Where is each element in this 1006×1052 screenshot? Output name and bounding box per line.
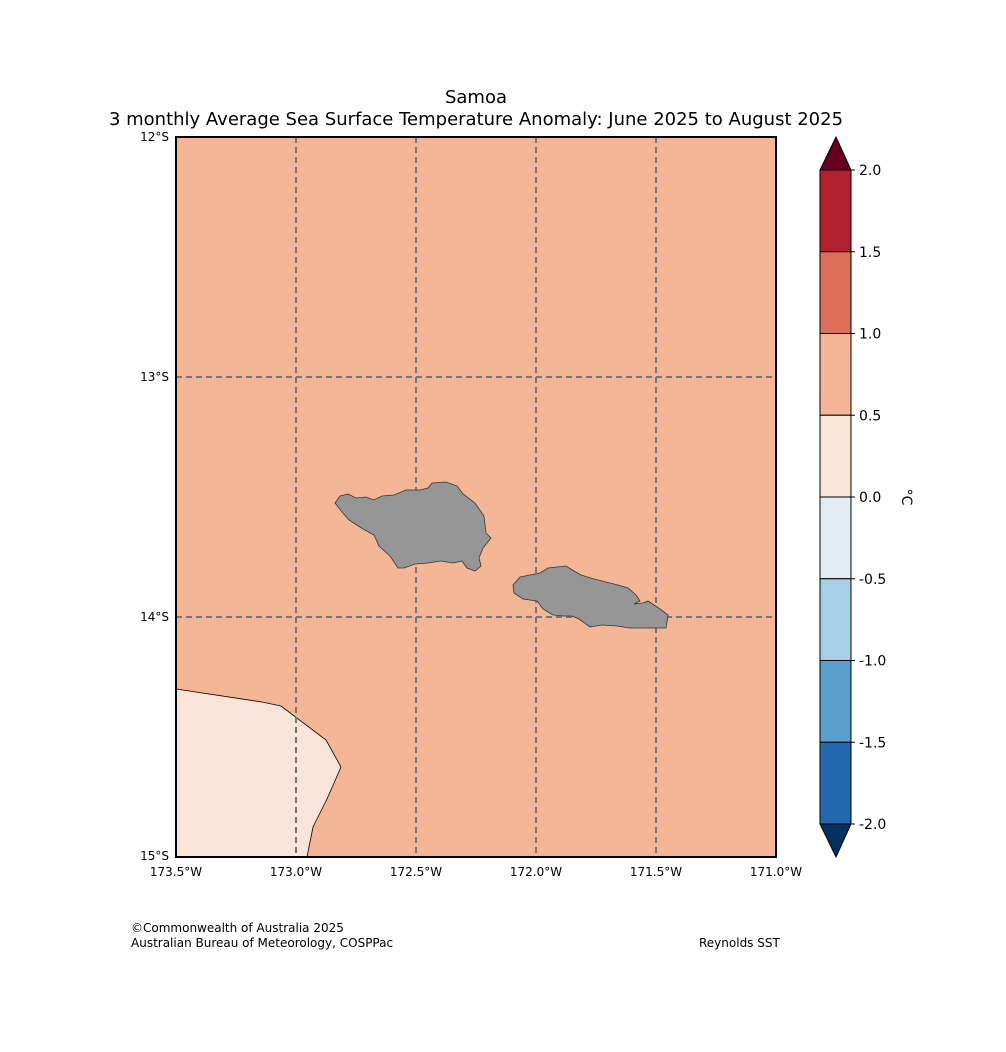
lon-label-172-5w: 172.5°W (390, 865, 442, 879)
longitude-labels: 173.5°W 173.0°W 172.5°W 172.0°W 171.5°W … (150, 865, 802, 879)
colorbar-bin (819, 578, 852, 661)
lat-label-14s: 14°S (140, 610, 169, 624)
lon-label-171-5w: 171.5°W (630, 865, 682, 879)
colorbar-bin (819, 414, 852, 498)
gridlines (176, 137, 776, 857)
lon-label-171-0w: 171.0°W (750, 865, 802, 879)
data-source-text: Reynolds SST (699, 936, 780, 950)
colorbar: 2.0 1.5 1.0 0.5 0.0 -0.5 -1.0 -1.5 -2.0 °C (819, 135, 914, 859)
latitude-labels: 12°S 13°S 14°S 15°S (140, 130, 169, 863)
map-panel (175, 136, 777, 858)
colorbar-bin (819, 660, 852, 743)
colorbar-bin (819, 333, 852, 416)
colorbar-over-triangle (819, 135, 852, 171)
upolu-island-east (512, 565, 669, 629)
lat-label-13s: 13°S (140, 370, 169, 384)
colorbar-unit-label: °C (898, 489, 914, 506)
colorbar-tick-label: 0.5 (859, 408, 881, 424)
colorbar-tick-label: 1.0 (859, 327, 881, 343)
colorbar-tick-label: -2.0 (859, 817, 886, 833)
lat-label-15s: 15°S (140, 849, 169, 863)
lon-label-172-0w: 172.0°W (510, 865, 562, 879)
agency-text: Australian Bureau of Meteorology, COSPPa… (131, 936, 394, 950)
colorbar-bin (819, 169, 852, 253)
colorbar-bin (819, 251, 852, 334)
colorbar-under-triangle (819, 823, 852, 859)
footer-left: ©Commonwealth of Australia 2025 Australi… (131, 921, 393, 951)
colorbar-tick-label: -1.5 (859, 735, 886, 751)
map-frame (175, 136, 777, 858)
lon-label-173-0w: 173.0°W (270, 865, 322, 879)
lat-label-12s: 12°S (140, 130, 169, 144)
colorbar-tick-label: 1.5 (859, 245, 881, 261)
colorbar-tick-label: -1.0 (859, 654, 886, 670)
map-region-title: Samoa (444, 87, 508, 108)
colorbar-tick-label: 0.0 (859, 490, 881, 506)
lon-label-173-5w: 173.5°W (150, 865, 202, 879)
map-title: 3 monthly Average Sea Surface Temperatur… (108, 109, 844, 130)
colorbar-bin (819, 496, 852, 580)
colorbar-tick-labels: 2.0 1.5 1.0 0.5 0.0 -0.5 -1.0 -1.5 -2.0 (851, 163, 886, 833)
colorbar-bin (819, 741, 852, 825)
colorbar-tick-label: 2.0 (859, 163, 881, 179)
copyright-text: ©Commonwealth of Australia 2025 (131, 921, 344, 935)
colorbar-tick-label: -0.5 (859, 572, 886, 588)
upolu-savaii-island-west (334, 481, 492, 572)
colorbar-bins (819, 169, 852, 825)
